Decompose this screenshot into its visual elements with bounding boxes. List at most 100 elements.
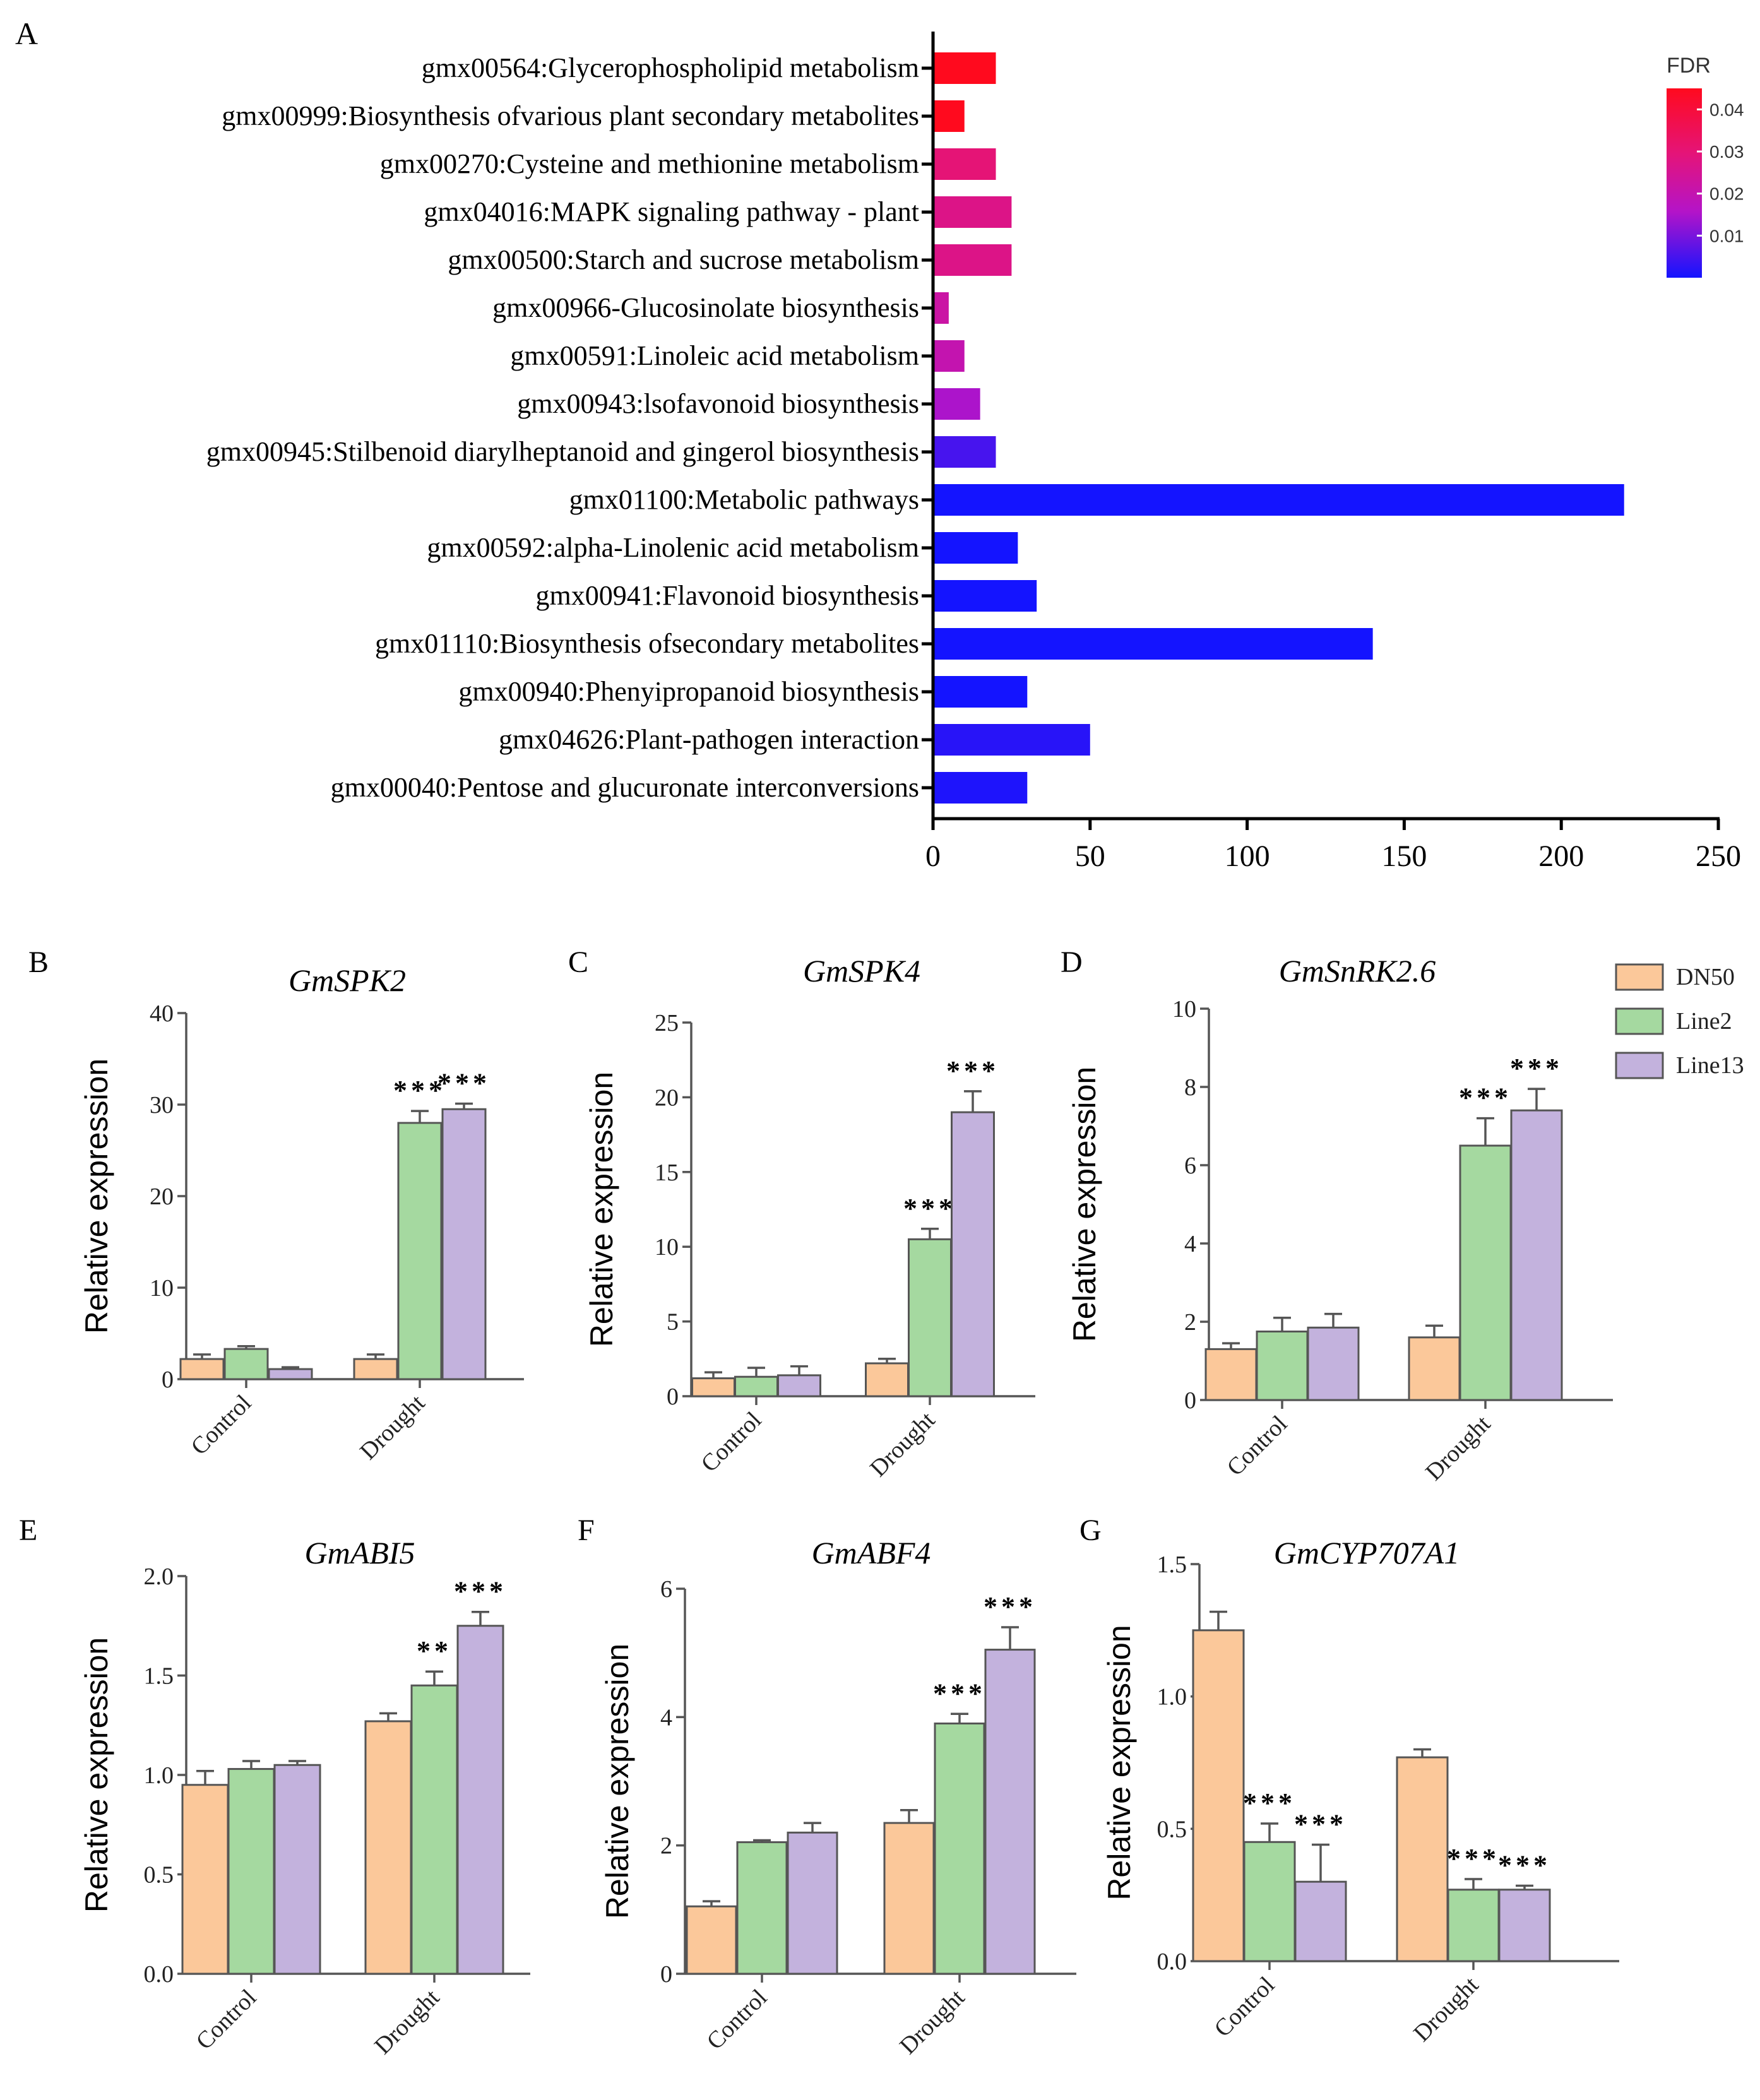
pathway-bar xyxy=(933,196,1012,228)
gene-title: GmABI5 xyxy=(305,1535,415,1570)
bar-line13 xyxy=(787,1831,838,1975)
panel-e-gmabi5-chart: E GmABI5 Relative expression 0.0 0.5 1.0 1.5 2.… xyxy=(19,1514,530,2060)
y-tick-label: 8 xyxy=(1184,1074,1196,1101)
legend-label-line13: Line13 xyxy=(1676,1052,1744,1079)
pathway-bar xyxy=(933,436,996,468)
x-tick-label: 0 xyxy=(925,839,941,873)
panel-label: E xyxy=(19,1514,37,1547)
bar-line2 xyxy=(227,1768,275,1975)
pathway-label: gmx01110:Biosynthesis ofsecondary metabo… xyxy=(375,628,919,659)
x-tick-label-control: Control xyxy=(1210,1972,1280,2043)
bar-line13 xyxy=(268,1368,313,1380)
x-tick-label: 50 xyxy=(1075,839,1105,873)
bar-dn50 xyxy=(691,1377,735,1397)
y-tick-label: 40 xyxy=(150,1000,174,1027)
bar-line2 xyxy=(1243,1841,1296,1962)
pathway-bar xyxy=(933,292,949,324)
colorbar-gradient xyxy=(1667,88,1702,278)
bar-dn50 xyxy=(686,1905,737,1975)
y-tick-label: 2.0 xyxy=(144,1563,174,1590)
pathway-label: gmx00945:Stilbenoid diarylheptanoid and … xyxy=(206,436,919,467)
panel-b-gmspk2-chart: B GmSPK2 Relative expression 0 10 20 30 40 Contr… xyxy=(28,946,524,1465)
x-tick-label-drought: Drought xyxy=(895,1984,970,2060)
bar-line2 xyxy=(1447,1889,1500,1962)
pathway-label: gmx00500:Starch and sucrose metabolism xyxy=(448,244,919,275)
bar-line2 xyxy=(908,1238,952,1397)
y-tick-label: 10 xyxy=(1172,996,1196,1023)
bar-line13 xyxy=(1498,1889,1551,1962)
significance-marker: *** xyxy=(437,1068,491,1099)
panel-c-gmspk4-chart: C GmSPK4 Relative expression 0 5 10 15 20 25 Cont… xyxy=(568,946,1035,1482)
panel-g-gmcyp707a1-chart: G GmCYP707A1 Relative expression 0.0 0.5 1.0 1… xyxy=(1079,1514,1619,2047)
y-tick-label: 1.5 xyxy=(144,1663,174,1690)
bar-dn50 xyxy=(364,1720,412,1975)
y-axis-title: Relative expression xyxy=(584,1072,619,1347)
significance-marker: *** xyxy=(454,1576,507,1607)
pathway-label: gmx04626:Plant-pathogen interaction xyxy=(499,724,919,755)
bar-dn50 xyxy=(865,1362,909,1397)
pathway-bar xyxy=(933,724,1090,756)
bar-line2 xyxy=(734,1375,778,1397)
pathway-bar xyxy=(933,52,996,84)
gene-title: GmSPK4 xyxy=(803,953,920,988)
bar-dn50 xyxy=(883,1822,935,1975)
y-tick-label: 0.0 xyxy=(144,1961,174,1988)
x-tick-label-control: Control xyxy=(702,1984,773,2055)
y-tick-label: 0 xyxy=(667,1384,679,1410)
pathway-label: gmx00592:alpha-Linolenic acid metabolism xyxy=(427,532,919,563)
y-tick-label: 4 xyxy=(1184,1231,1196,1257)
significance-marker: *** xyxy=(1447,1843,1500,1874)
pathway-bar xyxy=(933,340,965,372)
y-tick-label: 0 xyxy=(162,1367,174,1393)
pathway-label: gmx00564:Glycerophospholipid metabolism xyxy=(422,52,919,83)
legend-swatch-line13 xyxy=(1615,1052,1664,1079)
bar-dn50 xyxy=(1396,1756,1449,1962)
x-tick-label-drought: Drought xyxy=(355,1389,431,1465)
x-tick-label: 150 xyxy=(1381,839,1427,873)
y-axis-title: Relative expression xyxy=(1102,1625,1137,1900)
y-tick-label: 10 xyxy=(655,1234,679,1261)
pathway-bar xyxy=(933,772,1028,804)
significance-marker: *** xyxy=(1498,1849,1551,1880)
y-tick-label: 20 xyxy=(655,1084,679,1111)
x-tick-label-drought: Drought xyxy=(865,1406,941,1482)
panel-label: B xyxy=(28,946,49,979)
y-tick-label: 4 xyxy=(660,1704,672,1731)
bar-line2 xyxy=(1459,1144,1512,1401)
pathway-label: gmx04016:MAPK signaling pathway - plant xyxy=(424,196,919,227)
significance-marker: *** xyxy=(1294,1808,1347,1839)
significance-marker: *** xyxy=(903,1193,956,1224)
legend-label-line2: Line2 xyxy=(1676,1008,1732,1035)
legend-swatch-dn50 xyxy=(1615,963,1664,991)
y-tick-label: 0 xyxy=(1184,1387,1196,1414)
colorbar-tick-label: 0.03 xyxy=(1709,142,1744,162)
significance-marker: *** xyxy=(1510,1053,1563,1084)
pathway-label: gmx01100:Metabolic pathways xyxy=(569,484,919,515)
pathway-label: gmx00966-Glucosinolate biosynthesis xyxy=(492,292,919,323)
bar-line2 xyxy=(410,1684,458,1975)
gene-title: GmCYP707A1 xyxy=(1274,1535,1460,1570)
bar-line13 xyxy=(441,1108,487,1380)
bar-line2 xyxy=(223,1348,269,1380)
panel-label: G xyxy=(1079,1514,1102,1547)
pathway-bar xyxy=(933,532,1018,564)
significance-marker: *** xyxy=(1243,1788,1296,1818)
pathway-label: gmx00270:Cysteine and methionine metabol… xyxy=(380,148,919,179)
x-tick-label-control: Control xyxy=(191,1984,262,2055)
gene-title: GmSnRK2.6 xyxy=(1279,953,1436,988)
significance-marker: *** xyxy=(393,1075,446,1106)
x-tick-label-control: Control xyxy=(1222,1411,1293,1481)
panel-label: D xyxy=(1061,946,1083,979)
y-tick-label: 1.0 xyxy=(1157,1684,1187,1711)
bar-dn50 xyxy=(181,1784,229,1975)
y-tick-label: 25 xyxy=(655,1010,679,1036)
expression-legend: DN50 Line2 Line13 xyxy=(1615,963,1744,1079)
significance-marker: *** xyxy=(946,1055,999,1086)
x-tick-label: 100 xyxy=(1225,839,1270,873)
y-tick-label: 2 xyxy=(1184,1309,1196,1336)
pathway-bar xyxy=(933,580,1037,612)
panel-label-a: A xyxy=(15,16,38,51)
y-axis-title: Relative expression xyxy=(600,1644,635,1919)
colorbar-tick-label: 0.04 xyxy=(1709,100,1744,119)
